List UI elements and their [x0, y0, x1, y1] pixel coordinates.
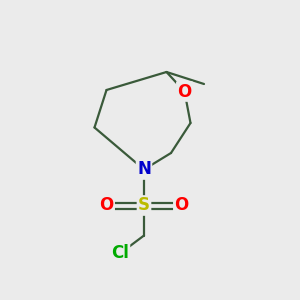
Text: O: O	[99, 196, 114, 214]
Text: N: N	[137, 160, 151, 178]
Text: O: O	[177, 82, 192, 100]
Text: Cl: Cl	[111, 244, 129, 262]
Text: O: O	[174, 196, 189, 214]
Text: S: S	[138, 196, 150, 214]
